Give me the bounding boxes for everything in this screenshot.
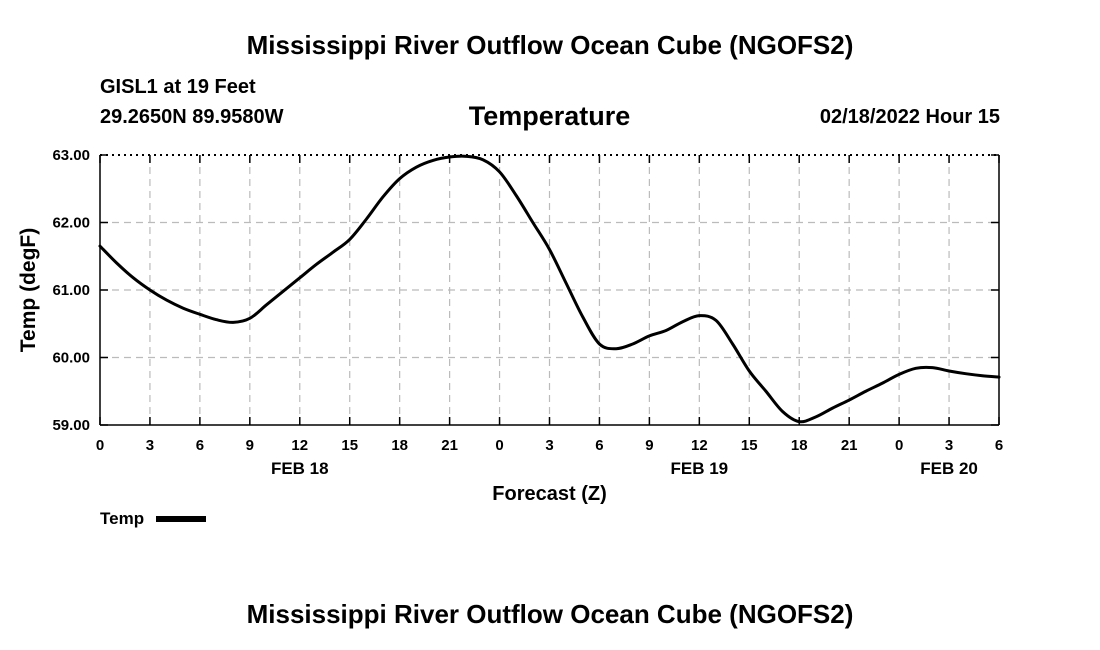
x-tick-label: 6	[995, 437, 1003, 454]
forecast-datetime: 02/18/2022 Hour 15	[819, 106, 1000, 128]
legend-line-swatch	[156, 516, 207, 522]
y-tick-label: 63.00	[52, 147, 90, 164]
day-label: FEB 18	[271, 459, 329, 478]
x-tick-label: 12	[691, 437, 708, 454]
y-tick-label: 61.00	[52, 282, 90, 299]
x-tick-label: 18	[791, 437, 808, 454]
x-tick-label: 18	[391, 437, 408, 454]
y-tick-label: 59.00	[52, 417, 90, 434]
x-tick-label: 21	[841, 437, 858, 454]
x-tick-label: 9	[246, 437, 254, 454]
series-line-temp	[98, 154, 1001, 424]
x-tick-label: 3	[545, 437, 553, 454]
x-tick-label: 3	[146, 437, 154, 454]
x-tick-label: 6	[595, 437, 603, 454]
x-tick-label: 15	[741, 437, 758, 454]
y-axis-label: Temp (degF)	[17, 228, 40, 352]
station-coordinates: 29.2650N 89.9580W	[100, 106, 284, 128]
x-axis-label: Forecast (Z)	[492, 483, 606, 505]
x-tick-label: 12	[291, 437, 308, 454]
footer-title: Mississippi River Outflow Ocean Cube (NG…	[246, 599, 854, 629]
station-label: GISL1 at 19 Feet	[100, 76, 256, 98]
day-label: FEB 20	[920, 459, 978, 478]
x-tick-label: 21	[441, 437, 458, 454]
y-tick-label: 60.00	[52, 350, 90, 367]
page-title: Mississippi River Outflow Ocean Cube (NG…	[246, 30, 854, 60]
chart-legend: Temp	[100, 509, 207, 529]
x-tick-label: 0	[895, 437, 903, 454]
x-tick-label: 0	[96, 437, 104, 454]
x-tick-label: 9	[645, 437, 653, 454]
x-tick-label: 0	[495, 437, 503, 454]
y-tick-label: 62.00	[52, 215, 90, 232]
x-tick-label: 6	[196, 437, 204, 454]
x-tick-label: 15	[341, 437, 358, 454]
x-tick-label: 3	[945, 437, 953, 454]
legend-label: Temp	[100, 509, 145, 528]
chart-title: Temperature	[469, 101, 631, 131]
day-label: FEB 19	[671, 459, 729, 478]
